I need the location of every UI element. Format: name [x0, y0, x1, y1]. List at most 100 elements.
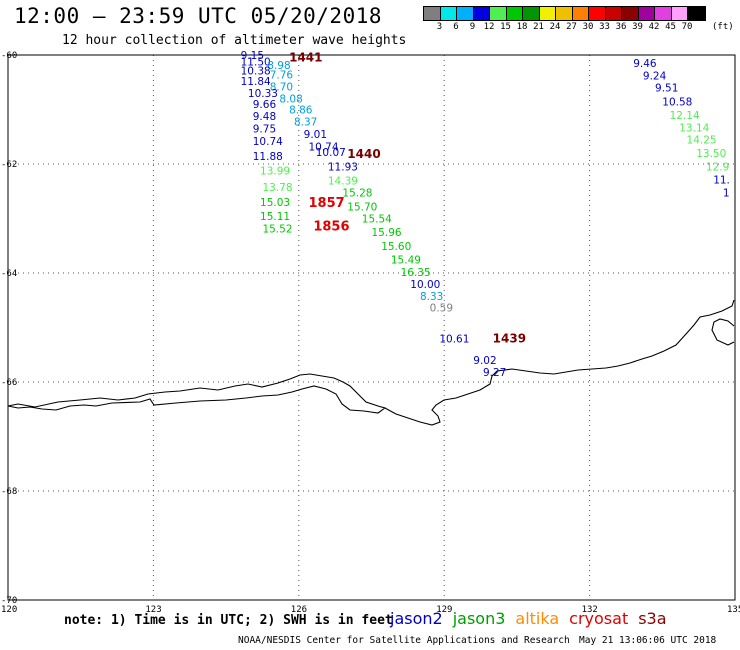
wave-height-value: 8.33 [420, 291, 443, 303]
wave-height-value: 15.96 [372, 227, 402, 239]
wave-height-value: 10.74 [253, 136, 283, 148]
pass-time-label: 1439 [493, 331, 526, 345]
wave-height-value: 8.37 [294, 116, 317, 128]
colorbar-swatch [589, 7, 606, 20]
colorbar-tick-label: 12 [483, 22, 495, 32]
colorbar-swatch [572, 7, 589, 20]
colorbar-tick-label: 45 [665, 22, 676, 32]
wave-height-value: 15.60 [381, 241, 411, 253]
colorbar-swatch [523, 7, 540, 20]
colorbar-tick-label: 15 [500, 22, 511, 32]
colorbar-swatch [605, 7, 622, 20]
wave-height-value: 15.54 [362, 214, 392, 226]
credit-line: NOAA/NESDIS Center for Satellite Applica… [238, 635, 570, 646]
wave-height-value: 9.75 [253, 124, 276, 136]
longitude-label: 120 [1, 605, 17, 615]
footer-note: note: 1) Time is in UTC; 2) SWH is in fe… [64, 613, 393, 628]
map-subtitle: 12 hour collection of altimeter wave hei… [62, 33, 407, 48]
wave-height-value: 13.14 [679, 122, 709, 134]
satellite-legend: jason2 jason3 altika cryosat s3a [390, 609, 677, 628]
longitude-label: 123 [145, 605, 161, 615]
wave-height-value: 14.25 [687, 134, 717, 146]
wave-height-value: 10.61 [439, 333, 469, 345]
latitude-label: -68 [1, 487, 17, 497]
wave-height-value: 10.00 [410, 279, 440, 291]
wave-height-value: 15.70 [347, 202, 377, 214]
wave-height-value: 15.28 [342, 187, 372, 199]
wave-height-value: 11. [713, 174, 730, 186]
wave-height-value: 10.38 [241, 65, 271, 77]
latitude-label: -60 [1, 51, 17, 61]
wave-height-value: 11.93 [328, 162, 358, 174]
longitude-label: 126 [291, 605, 307, 615]
colorbar-swatch [457, 7, 474, 20]
legend-entry-jason2: jason2 [390, 609, 443, 628]
colorbar [423, 6, 706, 21]
wave-height-value: 8.70 [270, 82, 293, 94]
wave-height-value: 9.66 [253, 99, 277, 111]
colorbar-tick-label: 33 [599, 22, 610, 32]
latitude-label: -66 [1, 378, 17, 388]
map-title: 12:00 – 23:59 UTC 05/20/2018 [14, 4, 383, 28]
wave-height-value: 0.59 [430, 302, 453, 314]
wave-height-value: 9.15 [241, 50, 264, 62]
wave-height-value: 10.07 [316, 147, 346, 159]
wave-height-value: 10.74 [308, 142, 338, 154]
wave-height-value: 15.11 [260, 211, 290, 223]
wave-height-value: 9.24 [643, 71, 667, 83]
latitude-label: -62 [1, 160, 17, 170]
pass-time-label: 1441 [289, 51, 322, 65]
colorbar-unit: (ft) [712, 22, 734, 32]
wave-height-value: 14.39 [328, 175, 358, 187]
colorbar-swatch [424, 7, 441, 20]
pass-time-labels: 1441 1440 1857 1856 1439 [289, 51, 526, 346]
colorbar-tick-label: 9 [469, 22, 476, 32]
wave-height-value: 13.50 [696, 148, 726, 160]
wave-height-value: 9.51 [655, 83, 678, 95]
pass-time-label: 1857 [308, 196, 344, 211]
wave-height-value: 15.03 [260, 197, 290, 209]
colorbar-swatch [671, 7, 688, 20]
colorbar-tick-label: 42 [648, 22, 660, 32]
wave-height-value: 8.86 [289, 105, 313, 117]
latitude-labels: -60 -62 -64 -66 -68 -70 [1, 51, 17, 606]
colorbar-swatch [638, 7, 655, 20]
pass-time-label: 1856 [313, 220, 349, 235]
legend-entry-s3a: s3a [638, 609, 667, 628]
longitude-label: 129 [436, 605, 452, 615]
colorbar-tick-label: 24 [549, 22, 561, 32]
longitude-label: 132 [582, 605, 598, 615]
wave-height-value: 1 [723, 187, 730, 199]
wave-height-value: 11.50 [241, 57, 271, 69]
colorbar-ticks: 3 6 9 12 15 18 21 24 27 30 33 36 39 42 45 70 [423, 22, 740, 34]
wave-height-value: 8.98 [267, 60, 290, 72]
wave-height-value: 12.14 [670, 110, 700, 122]
wave-height-value: 13.99 [260, 166, 290, 178]
colorbar-swatch [490, 7, 507, 20]
legend-entry-jason3: jason3 [452, 609, 506, 628]
wave-height-value: 9.01 [304, 129, 327, 141]
wave-height-value: 9.46 [633, 58, 657, 70]
longitude-labels: 120 123 126 129 132 135 [1, 605, 740, 615]
generation-timestamp: May 21 13:06:06 UTC 2018 [579, 635, 717, 646]
coastline [7, 299, 735, 426]
wave-height-value: 15.49 [391, 254, 421, 266]
wave-height-value: 16.35 [401, 267, 431, 279]
latitude-label: -70 [1, 596, 17, 606]
colorbar-tick-label: 27 [566, 22, 577, 32]
pass-time-label: 1440 [347, 147, 380, 161]
wave-height-value: 12.9 [706, 162, 729, 174]
longitude-label: 135 [727, 605, 740, 615]
colorbar-tick-label: 21 [533, 22, 544, 32]
wave-height-value: 15.52 [262, 223, 292, 235]
colorbar-tick-label: 70 [681, 22, 693, 32]
colorbar-swatch [622, 7, 639, 20]
wave-height-value: 9.48 [253, 111, 276, 123]
wave-height-value: 11.88 [253, 151, 283, 163]
colorbar-tick-label: 30 [582, 22, 594, 32]
colorbar-tick-label: 3 [436, 22, 443, 32]
colorbar-swatch [506, 7, 523, 20]
wave-height-value: 10.33 [248, 88, 278, 100]
wave-height-value: 7.76 [270, 70, 294, 82]
